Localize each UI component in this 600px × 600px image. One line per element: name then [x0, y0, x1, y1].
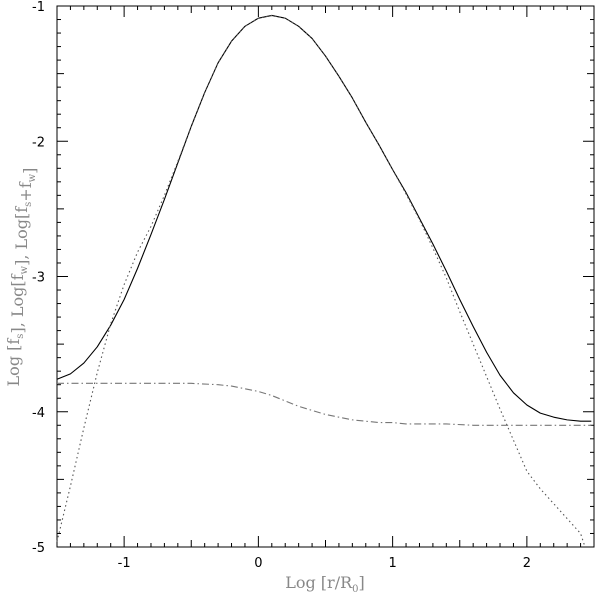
y-tick-label: -1 [32, 0, 45, 15]
y-tick-label: -2 [32, 135, 45, 150]
x-axis-label-sub: 0 [352, 584, 358, 595]
y-axis-label-part: +f [16, 181, 35, 201]
y-axis-label-sub: s [15, 334, 26, 339]
x-tick-label: -1 [118, 556, 131, 571]
x-tick-label: 1 [388, 556, 396, 571]
series-group [56, 14, 592, 546]
x-axis-label-prefix: Log [r/R [285, 573, 353, 592]
y-axis-label-sub: w [19, 265, 30, 274]
y-axis-label-part: Log [f [4, 338, 23, 387]
y-tick-label: -4 [32, 406, 45, 421]
axis-ticks [56, 5, 595, 548]
x-tick-label: 2 [523, 556, 531, 571]
axis-tick-labels: -1 0 1 2 -5 -4 -3 -2 -1 [32, 0, 531, 571]
series-line-solid [56, 14, 592, 422]
x-tick-label: 0 [254, 556, 262, 571]
x-axis-label-suffix: ] [359, 573, 365, 592]
y-axis-label-sub: w [27, 173, 38, 182]
y-tick-label: -5 [32, 541, 45, 556]
x-axis-label: Log [r/R0] [285, 573, 365, 595]
y-axis-label-sub: s [23, 202, 34, 207]
y-axis-label-part: ] [20, 168, 39, 174]
y-axis-label: Log [fs], Log[fw], Log[fs+fw] [4, 168, 39, 387]
y-axis-label-part: ], Log[f [12, 206, 31, 266]
plot-frame [56, 5, 595, 548]
series-line-dotted [56, 14, 586, 546]
series-line-dashdot [57, 382, 592, 426]
y-tick-label: -3 [32, 271, 45, 286]
y-axis-label-part: ], Log[f [8, 273, 27, 333]
